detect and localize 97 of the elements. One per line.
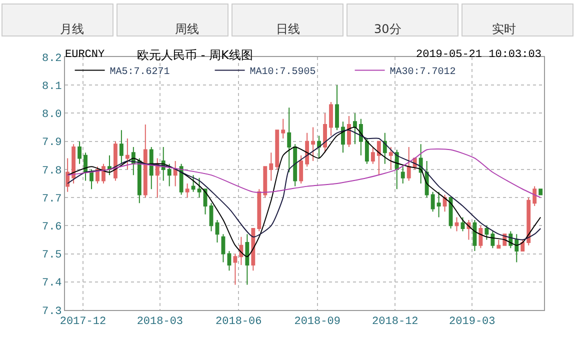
candlestick	[137, 158, 142, 204]
candlestick	[191, 174, 196, 192]
candlestick	[484, 225, 489, 240]
candlestick	[305, 132, 310, 168]
y-tick-label: 7.5	[42, 250, 62, 262]
candlestick	[90, 168, 94, 190]
candlestick	[353, 112, 357, 145]
x-tick-label: 2018-12	[372, 316, 418, 328]
candlestick	[209, 202, 214, 232]
candlestick	[215, 220, 220, 244]
y-tick-label: 7.9	[42, 137, 62, 150]
legend-label: MA30:7.7012	[390, 67, 456, 78]
candlestick	[526, 197, 531, 246]
candlestick	[179, 163, 184, 196]
candlestick	[125, 138, 130, 170]
x-tick-label: 2019-03	[449, 316, 496, 328]
y-tick-label: 7.6	[42, 222, 62, 234]
candlestick	[233, 253, 238, 286]
candlestick	[119, 130, 124, 164]
candlestick	[227, 250, 232, 272]
candlestick	[72, 144, 76, 184]
candlestick	[84, 152, 88, 182]
y-tick-label: 8.2	[42, 52, 62, 65]
x-tick-label: 2017-12	[60, 316, 106, 328]
text: 月线	[60, 22, 84, 36]
candlestick	[406, 146, 411, 182]
text: 日线	[276, 22, 300, 36]
candlestick	[538, 188, 543, 196]
candlestick	[173, 160, 178, 187]
candlestick	[66, 158, 70, 192]
text: 周线	[175, 22, 199, 36]
x-tick-label: 2018-09	[294, 316, 340, 328]
annotation: 2019-05-21 10:03:03	[416, 49, 542, 61]
candlestick	[490, 230, 495, 249]
candlestick	[424, 160, 429, 198]
y-tick-label: 8.1	[42, 80, 62, 93]
candlestick	[520, 239, 525, 252]
candlestick	[155, 158, 160, 198]
candlestick	[149, 146, 154, 190]
legend-label: MA5:7.6271	[110, 67, 170, 78]
candlestick	[335, 84, 339, 131]
line-series	[67, 130, 542, 240]
candlestick	[460, 216, 465, 232]
candlestick	[221, 234, 226, 263]
candlestick	[203, 188, 208, 215]
candlestick	[496, 239, 501, 249]
x-tick-label: 2018-03	[136, 316, 184, 328]
candlestick	[400, 166, 405, 184]
candlestick	[317, 135, 322, 159]
candlestick	[102, 163, 106, 184]
candlestick	[311, 126, 316, 162]
chart-title: 欧元人民币 - 周K线图	[137, 48, 253, 62]
candlestick	[167, 163, 172, 187]
candlestick	[388, 146, 393, 170]
candlestick	[382, 132, 387, 164]
legend-label: MA10:7.5905	[250, 67, 316, 78]
candlestick	[299, 154, 304, 184]
candlestick	[454, 216, 459, 232]
line-series	[67, 126, 542, 258]
candlestick	[143, 124, 148, 198]
candlestick	[532, 186, 537, 206]
candlestick	[185, 183, 190, 198]
candlestick	[376, 140, 381, 176]
candlestick	[436, 191, 441, 218]
candlestick	[430, 191, 435, 212]
candlestick	[257, 188, 262, 232]
candlestick	[329, 101, 333, 136]
candlestick	[478, 225, 483, 249]
candlestick	[275, 130, 280, 170]
text: 30分	[374, 22, 402, 36]
y-tick-label: 8.0	[42, 109, 62, 122]
y-tick-label: 7.3	[42, 306, 62, 318]
candlestick	[239, 236, 244, 266]
candlestick	[323, 112, 327, 154]
candlestick	[514, 234, 519, 263]
candlestick	[442, 194, 447, 212]
candlestick	[251, 228, 256, 272]
candlestick	[263, 166, 268, 198]
candlestick	[364, 138, 369, 164]
candlestick	[287, 107, 292, 173]
chart-subtitle: EURCNY	[65, 49, 106, 61]
text: 实时	[492, 22, 516, 36]
line-series	[67, 148, 542, 198]
candlestick	[347, 116, 351, 148]
candlestick	[245, 234, 250, 286]
y-tick-label: 7.8	[42, 165, 62, 178]
candlestick	[293, 144, 298, 187]
candlestick	[78, 140, 82, 164]
candlestick	[370, 146, 375, 164]
x-tick-label: 2018-06	[216, 316, 262, 328]
candlestick	[269, 152, 274, 182]
y-tick-label: 7.7	[42, 193, 62, 206]
candlestick	[197, 177, 202, 198]
candlestick	[114, 140, 118, 182]
y-tick-label: 7.4	[42, 278, 62, 290]
candlestick	[108, 154, 112, 176]
candlestick	[281, 118, 286, 140]
